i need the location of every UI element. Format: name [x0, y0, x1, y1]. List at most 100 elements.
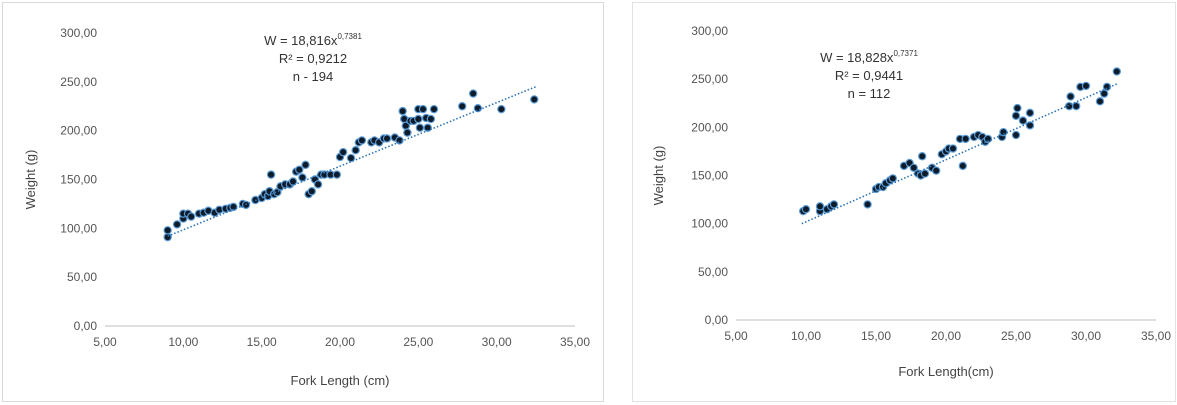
- data-point-marker: [1013, 112, 1019, 119]
- data-point-marker: [290, 178, 296, 185]
- data-point: [266, 170, 276, 179]
- equation-text: W = 18,816x: [264, 33, 338, 48]
- data-point-marker: [188, 213, 195, 220]
- data-point: [423, 123, 432, 132]
- data-point-marker: [1013, 132, 1019, 139]
- data-point: [920, 169, 930, 178]
- y-tick-label: 250,00: [691, 72, 728, 86]
- data-point-marker: [910, 164, 917, 171]
- data-point-marker: [933, 167, 940, 174]
- scatter-chart-right: 0,00 50,00 100,00 150,00 200,00 250,00 300,00 5…: [651, 24, 1171, 379]
- data-point: [1100, 89, 1109, 98]
- y-axis-title: Weight (g): [23, 150, 38, 210]
- data-point: [229, 202, 238, 212]
- data-point-marker: [531, 96, 538, 103]
- data-point: [288, 177, 298, 186]
- x-tick-label: 10,00: [168, 335, 198, 349]
- y-tick-label: 100,00: [691, 217, 728, 231]
- data-point: [326, 170, 335, 179]
- data-point: [320, 170, 329, 179]
- x-axis-title: Fork Length (cm): [291, 373, 390, 388]
- data-point: [1025, 121, 1035, 130]
- data-point-marker: [906, 159, 913, 166]
- data-point: [415, 123, 425, 132]
- y-tick-label: 0,00: [74, 319, 98, 333]
- equation-exponent: 0,7371: [893, 49, 918, 58]
- data-point: [815, 202, 825, 211]
- data-point: [888, 174, 897, 183]
- data-point: [418, 104, 428, 114]
- data-point-marker: [864, 201, 871, 208]
- data-point-marker: [959, 162, 966, 169]
- y-tick-label: 200,00: [60, 124, 97, 138]
- data-point: [351, 146, 360, 155]
- x-tick-label: 25,00: [1001, 329, 1031, 343]
- data-point-marker: [358, 137, 365, 144]
- data-point: [473, 104, 483, 113]
- data-point-marker: [399, 108, 406, 115]
- regression-equation: W = 18,828x0,7371: [820, 49, 918, 65]
- y-tick-label: 300,00: [60, 26, 97, 40]
- data-point-marker: [431, 106, 437, 113]
- data-point-marker: [230, 203, 237, 210]
- data-point: [426, 114, 436, 124]
- data-point-marker: [327, 171, 334, 178]
- data-point-marker: [1067, 93, 1074, 100]
- data-point: [398, 106, 407, 116]
- data-point: [357, 136, 367, 145]
- data-point-marker: [919, 153, 926, 160]
- y-tick-label: 50,00: [67, 270, 97, 284]
- data-point: [332, 170, 342, 179]
- x-tick-label: 20,00: [325, 335, 355, 349]
- data-point: [958, 161, 967, 171]
- data-point: [163, 226, 172, 235]
- data-point: [863, 200, 872, 209]
- data-point-marker: [1000, 129, 1007, 136]
- data-point: [829, 200, 839, 209]
- data-point: [961, 134, 970, 144]
- regression-equation: W = 18,816x0,7381: [264, 32, 362, 48]
- data-point-marker: [416, 124, 423, 131]
- scatter-chart-left: 0,00 50,00 100,00 150,00 200,00 250,00 300,00 5…: [23, 26, 590, 388]
- y-tick-label: 100,00: [60, 221, 97, 235]
- data-point: [338, 147, 348, 157]
- trendline: [801, 83, 1118, 225]
- data-point: [1066, 92, 1075, 101]
- data-point: [497, 104, 506, 114]
- data-point-marker: [384, 135, 390, 142]
- data-point-marker: [205, 207, 212, 214]
- data-point-marker: [1027, 109, 1033, 116]
- r-squared-label: R² = 0,9441: [835, 68, 903, 83]
- data-point-marker: [831, 201, 837, 208]
- data-point-marker: [459, 103, 466, 110]
- data-point-marker: [296, 166, 303, 173]
- data-point-marker: [1014, 105, 1021, 112]
- data-point-marker: [340, 149, 347, 156]
- data-point-marker: [315, 181, 322, 188]
- data-point: [313, 180, 323, 189]
- data-point-marker: [1104, 83, 1110, 90]
- data-point: [458, 102, 467, 111]
- x-tick-label: 15,00: [861, 329, 891, 343]
- sample-size-label: n - 194: [293, 69, 333, 84]
- data-point-marker: [470, 90, 477, 97]
- data-point-marker: [302, 161, 309, 168]
- data-point: [429, 104, 439, 114]
- data-point-marker: [498, 106, 505, 113]
- data-point: [295, 165, 304, 174]
- data-point-marker: [321, 171, 328, 178]
- data-point: [1072, 101, 1081, 111]
- data-point: [918, 152, 927, 161]
- data-point-marker: [1097, 98, 1103, 105]
- data-point: [1011, 111, 1021, 120]
- data-point: [948, 144, 958, 153]
- data-point-marker: [164, 227, 171, 234]
- data-point: [999, 127, 1008, 137]
- data-point: [530, 95, 539, 104]
- data-point: [1095, 97, 1105, 106]
- x-tick-label: 15,00: [247, 335, 277, 349]
- data-point-marker: [401, 115, 408, 122]
- data-point: [1013, 103, 1022, 113]
- y-tick-label: 300,00: [691, 24, 728, 38]
- data-point-marker: [1083, 82, 1089, 89]
